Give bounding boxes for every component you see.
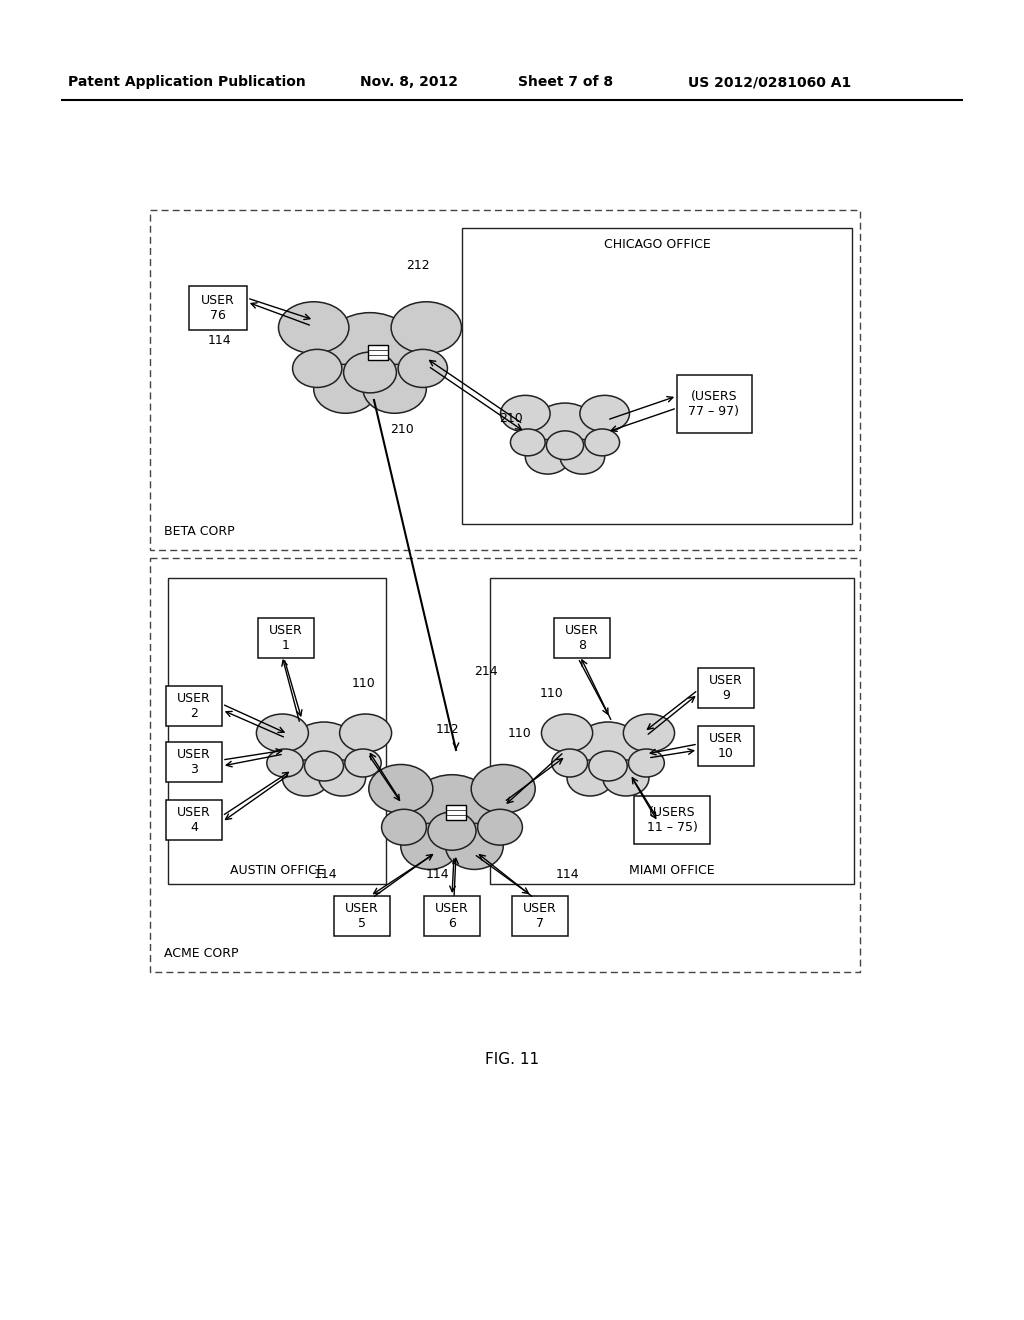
Bar xyxy=(168,578,386,884)
Text: USER
9: USER 9 xyxy=(710,675,742,702)
Text: ACME CORP: ACME CORP xyxy=(164,946,239,960)
Bar xyxy=(677,375,752,433)
Text: MIAMI OFFICE: MIAMI OFFICE xyxy=(629,863,715,876)
Bar xyxy=(150,210,860,550)
Ellipse shape xyxy=(560,440,605,474)
Text: 114: 114 xyxy=(426,867,450,880)
Ellipse shape xyxy=(369,764,433,813)
Text: Nov. 8, 2012: Nov. 8, 2012 xyxy=(360,75,458,88)
Ellipse shape xyxy=(318,760,366,796)
Bar xyxy=(189,286,247,330)
Bar xyxy=(166,686,222,726)
Text: 212: 212 xyxy=(406,259,430,272)
Text: 114: 114 xyxy=(556,867,580,880)
Ellipse shape xyxy=(391,302,462,354)
Bar xyxy=(698,726,754,766)
Text: 112: 112 xyxy=(436,723,460,737)
Text: (USERS
11 – 75): (USERS 11 – 75) xyxy=(646,807,697,834)
Bar xyxy=(634,796,710,843)
Text: BETA CORP: BETA CORP xyxy=(164,525,234,539)
Ellipse shape xyxy=(589,751,627,781)
Bar xyxy=(490,578,854,884)
Bar xyxy=(424,896,480,936)
Text: USER
8: USER 8 xyxy=(565,624,599,652)
Text: 210: 210 xyxy=(390,422,414,436)
Ellipse shape xyxy=(283,760,329,796)
Ellipse shape xyxy=(574,722,641,774)
Ellipse shape xyxy=(580,396,630,432)
Ellipse shape xyxy=(382,809,426,845)
Text: USER
2: USER 2 xyxy=(177,692,211,719)
Text: (USERS
77 – 97): (USERS 77 – 97) xyxy=(688,389,739,418)
Text: 114: 114 xyxy=(208,334,231,347)
Bar xyxy=(554,618,610,657)
Text: 210: 210 xyxy=(499,412,522,425)
Ellipse shape xyxy=(542,714,593,752)
Ellipse shape xyxy=(428,812,476,850)
Ellipse shape xyxy=(256,714,308,752)
Bar xyxy=(166,800,222,840)
Ellipse shape xyxy=(603,760,649,796)
Ellipse shape xyxy=(547,430,584,459)
Ellipse shape xyxy=(313,364,377,413)
Text: 110: 110 xyxy=(540,686,564,700)
Text: 110: 110 xyxy=(508,727,531,741)
Text: 214: 214 xyxy=(474,665,498,678)
Text: AUSTIN OFFICE: AUSTIN OFFICE xyxy=(229,863,325,876)
Ellipse shape xyxy=(362,364,426,413)
Ellipse shape xyxy=(325,313,416,383)
Ellipse shape xyxy=(629,748,665,777)
Ellipse shape xyxy=(445,824,503,870)
Text: USER
76: USER 76 xyxy=(201,294,234,322)
Ellipse shape xyxy=(501,396,550,432)
Ellipse shape xyxy=(279,302,349,354)
Ellipse shape xyxy=(293,350,342,388)
Text: US 2012/0281060 A1: US 2012/0281060 A1 xyxy=(688,75,851,88)
Text: Sheet 7 of 8: Sheet 7 of 8 xyxy=(518,75,613,88)
Text: USER
7: USER 7 xyxy=(523,902,557,931)
Ellipse shape xyxy=(567,760,613,796)
Ellipse shape xyxy=(400,824,459,870)
Ellipse shape xyxy=(304,751,343,781)
Bar xyxy=(512,896,568,936)
Ellipse shape xyxy=(477,809,522,845)
Ellipse shape xyxy=(290,722,357,774)
Ellipse shape xyxy=(398,350,447,388)
Bar xyxy=(150,558,860,972)
Text: 114: 114 xyxy=(314,867,338,880)
Bar xyxy=(446,804,466,820)
Bar xyxy=(698,668,754,708)
Bar xyxy=(334,896,390,936)
Ellipse shape xyxy=(411,775,494,841)
Text: USER
6: USER 6 xyxy=(435,902,469,931)
Ellipse shape xyxy=(510,429,545,455)
Ellipse shape xyxy=(585,429,620,455)
Ellipse shape xyxy=(344,352,396,393)
Text: USER
1: USER 1 xyxy=(269,624,303,652)
Ellipse shape xyxy=(471,764,536,813)
Ellipse shape xyxy=(340,714,391,752)
Ellipse shape xyxy=(532,403,597,453)
Bar xyxy=(368,345,388,359)
Text: USER
3: USER 3 xyxy=(177,748,211,776)
Text: CHICAGO OFFICE: CHICAGO OFFICE xyxy=(603,238,711,251)
Bar xyxy=(462,228,852,524)
Ellipse shape xyxy=(267,748,303,777)
Text: USER
5: USER 5 xyxy=(345,902,379,931)
Text: FIG. 11: FIG. 11 xyxy=(485,1052,539,1068)
Text: USER
4: USER 4 xyxy=(177,807,211,834)
Text: 110: 110 xyxy=(352,677,376,690)
Text: USER
10: USER 10 xyxy=(710,733,742,760)
Bar xyxy=(166,742,222,781)
Ellipse shape xyxy=(525,440,570,474)
Bar xyxy=(258,618,314,657)
Ellipse shape xyxy=(624,714,675,752)
Ellipse shape xyxy=(552,748,588,777)
Ellipse shape xyxy=(345,748,381,777)
Text: Patent Application Publication: Patent Application Publication xyxy=(68,75,306,88)
